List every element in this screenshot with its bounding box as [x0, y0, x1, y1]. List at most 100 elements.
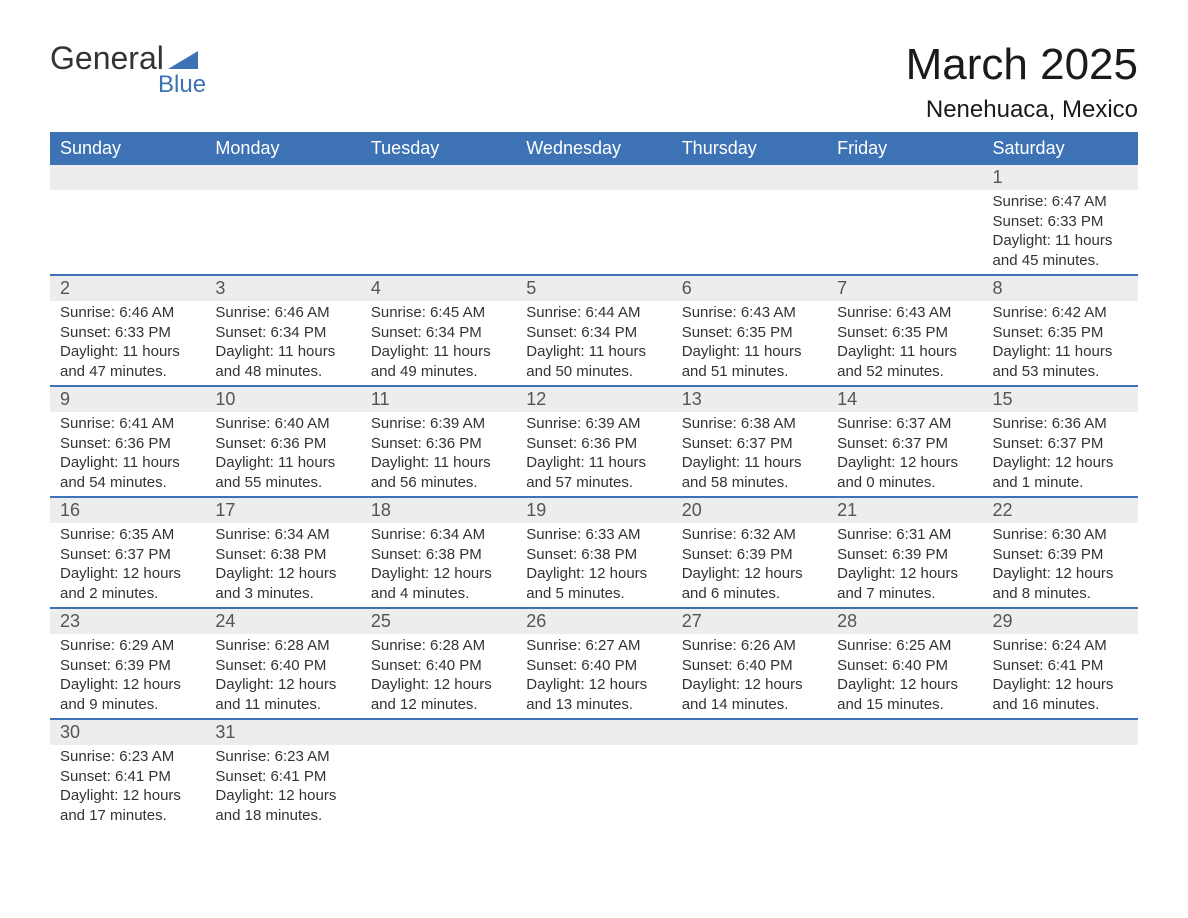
sunset-text: Sunset: 6:34 PM — [215, 323, 350, 343]
day-body: Sunrise: 6:27 AMSunset: 6:40 PMDaylight:… — [516, 634, 671, 718]
daylight-text: Daylight: 12 hours and 15 minutes. — [837, 675, 972, 714]
day-number — [361, 720, 516, 745]
daylight-text: Daylight: 11 hours and 50 minutes. — [526, 342, 661, 381]
day-body: Sunrise: 6:29 AMSunset: 6:39 PMDaylight:… — [50, 634, 205, 718]
sunrise-text: Sunrise: 6:46 AM — [215, 303, 350, 323]
day-number: 16 — [50, 498, 205, 523]
sunrise-text: Sunrise: 6:34 AM — [371, 525, 506, 545]
day-number: 24 — [205, 609, 360, 634]
day-body: Sunrise: 6:31 AMSunset: 6:39 PMDaylight:… — [827, 523, 982, 607]
calendar-week: 9Sunrise: 6:41 AMSunset: 6:36 PMDaylight… — [50, 386, 1138, 497]
calendar-cell: 13Sunrise: 6:38 AMSunset: 6:37 PMDayligh… — [672, 386, 827, 497]
calendar-week: 16Sunrise: 6:35 AMSunset: 6:37 PMDayligh… — [50, 497, 1138, 608]
header-row: General Blue March 2025 Nenehuaca, Mexic… — [50, 40, 1138, 124]
day-number: 20 — [672, 498, 827, 523]
day-body: Sunrise: 6:38 AMSunset: 6:37 PMDaylight:… — [672, 412, 827, 496]
day-number: 11 — [361, 387, 516, 412]
day-body: Sunrise: 6:32 AMSunset: 6:39 PMDaylight:… — [672, 523, 827, 607]
daylight-text: Daylight: 12 hours and 14 minutes. — [682, 675, 817, 714]
calendar-table: Sunday Monday Tuesday Wednesday Thursday… — [50, 132, 1138, 829]
calendar-cell: 15Sunrise: 6:36 AMSunset: 6:37 PMDayligh… — [983, 386, 1138, 497]
day-body — [205, 190, 360, 196]
day-body: Sunrise: 6:41 AMSunset: 6:36 PMDaylight:… — [50, 412, 205, 496]
day-number: 23 — [50, 609, 205, 634]
sunset-text: Sunset: 6:36 PM — [215, 434, 350, 454]
calendar-cell — [672, 165, 827, 275]
day-number: 19 — [516, 498, 671, 523]
daylight-text: Daylight: 11 hours and 52 minutes. — [837, 342, 972, 381]
col-thursday: Thursday — [672, 132, 827, 165]
day-number: 26 — [516, 609, 671, 634]
month-title: March 2025 — [906, 40, 1138, 90]
sunrise-text: Sunrise: 6:38 AM — [682, 414, 817, 434]
day-body: Sunrise: 6:37 AMSunset: 6:37 PMDaylight:… — [827, 412, 982, 496]
sunrise-text: Sunrise: 6:28 AM — [371, 636, 506, 656]
sunset-text: Sunset: 6:37 PM — [993, 434, 1128, 454]
sunset-text: Sunset: 6:40 PM — [682, 656, 817, 676]
col-saturday: Saturday — [983, 132, 1138, 165]
day-body — [361, 745, 516, 751]
sunset-text: Sunset: 6:40 PM — [526, 656, 661, 676]
day-number: 31 — [205, 720, 360, 745]
sunset-text: Sunset: 6:37 PM — [837, 434, 972, 454]
sunset-text: Sunset: 6:36 PM — [60, 434, 195, 454]
sunset-text: Sunset: 6:34 PM — [526, 323, 661, 343]
sunrise-text: Sunrise: 6:46 AM — [60, 303, 195, 323]
sunrise-text: Sunrise: 6:28 AM — [215, 636, 350, 656]
calendar-cell: 20Sunrise: 6:32 AMSunset: 6:39 PMDayligh… — [672, 497, 827, 608]
daylight-text: Daylight: 11 hours and 51 minutes. — [682, 342, 817, 381]
calendar-header-row: Sunday Monday Tuesday Wednesday Thursday… — [50, 132, 1138, 165]
day-body: Sunrise: 6:23 AMSunset: 6:41 PMDaylight:… — [50, 745, 205, 829]
calendar-cell: 30Sunrise: 6:23 AMSunset: 6:41 PMDayligh… — [50, 719, 205, 829]
day-number: 6 — [672, 276, 827, 301]
day-number — [205, 165, 360, 190]
calendar-cell: 21Sunrise: 6:31 AMSunset: 6:39 PMDayligh… — [827, 497, 982, 608]
calendar-week: 2Sunrise: 6:46 AMSunset: 6:33 PMDaylight… — [50, 275, 1138, 386]
day-body: Sunrise: 6:28 AMSunset: 6:40 PMDaylight:… — [205, 634, 360, 718]
daylight-text: Daylight: 11 hours and 55 minutes. — [215, 453, 350, 492]
sunset-text: Sunset: 6:38 PM — [371, 545, 506, 565]
calendar-cell: 29Sunrise: 6:24 AMSunset: 6:41 PMDayligh… — [983, 608, 1138, 719]
daylight-text: Daylight: 11 hours and 49 minutes. — [371, 342, 506, 381]
day-body: Sunrise: 6:45 AMSunset: 6:34 PMDaylight:… — [361, 301, 516, 385]
sunset-text: Sunset: 6:38 PM — [215, 545, 350, 565]
sunrise-text: Sunrise: 6:39 AM — [526, 414, 661, 434]
sunrise-text: Sunrise: 6:44 AM — [526, 303, 661, 323]
sunrise-text: Sunrise: 6:31 AM — [837, 525, 972, 545]
daylight-text: Daylight: 12 hours and 3 minutes. — [215, 564, 350, 603]
daylight-text: Daylight: 11 hours and 48 minutes. — [215, 342, 350, 381]
calendar-cell — [827, 719, 982, 829]
daylight-text: Daylight: 12 hours and 8 minutes. — [993, 564, 1128, 603]
day-body: Sunrise: 6:24 AMSunset: 6:41 PMDaylight:… — [983, 634, 1138, 718]
daylight-text: Daylight: 12 hours and 16 minutes. — [993, 675, 1128, 714]
sunrise-text: Sunrise: 6:37 AM — [837, 414, 972, 434]
calendar-cell — [672, 719, 827, 829]
day-number: 3 — [205, 276, 360, 301]
day-number: 14 — [827, 387, 982, 412]
daylight-text: Daylight: 12 hours and 5 minutes. — [526, 564, 661, 603]
sunrise-text: Sunrise: 6:27 AM — [526, 636, 661, 656]
daylight-text: Daylight: 12 hours and 18 minutes. — [215, 786, 350, 825]
day-number: 10 — [205, 387, 360, 412]
calendar-cell — [50, 165, 205, 275]
calendar-cell: 9Sunrise: 6:41 AMSunset: 6:36 PMDaylight… — [50, 386, 205, 497]
day-body — [516, 745, 671, 751]
daylight-text: Daylight: 12 hours and 2 minutes. — [60, 564, 195, 603]
sunset-text: Sunset: 6:36 PM — [526, 434, 661, 454]
daylight-text: Daylight: 12 hours and 1 minute. — [993, 453, 1128, 492]
day-number: 29 — [983, 609, 1138, 634]
day-number: 8 — [983, 276, 1138, 301]
calendar-cell — [983, 719, 1138, 829]
day-body — [672, 745, 827, 751]
sunset-text: Sunset: 6:41 PM — [60, 767, 195, 787]
day-number — [516, 720, 671, 745]
sunrise-text: Sunrise: 6:43 AM — [682, 303, 817, 323]
calendar-cell — [516, 165, 671, 275]
sunrise-text: Sunrise: 6:24 AM — [993, 636, 1128, 656]
logo: General Blue — [50, 40, 206, 99]
calendar-cell: 1Sunrise: 6:47 AMSunset: 6:33 PMDaylight… — [983, 165, 1138, 275]
calendar-cell — [827, 165, 982, 275]
sunset-text: Sunset: 6:35 PM — [993, 323, 1128, 343]
day-body: Sunrise: 6:26 AMSunset: 6:40 PMDaylight:… — [672, 634, 827, 718]
calendar-cell: 19Sunrise: 6:33 AMSunset: 6:38 PMDayligh… — [516, 497, 671, 608]
